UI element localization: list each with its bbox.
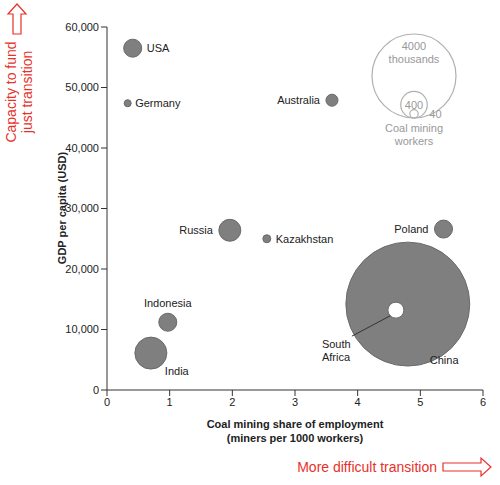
svg-text:Poland: Poland <box>394 223 428 235</box>
svg-text:0: 0 <box>104 396 110 408</box>
svg-text:20,000: 20,000 <box>65 263 99 275</box>
svg-text:China: China <box>430 354 460 366</box>
svg-text:0: 0 <box>93 384 99 396</box>
svg-text:1: 1 <box>167 396 173 408</box>
svg-text:6: 6 <box>480 396 486 408</box>
svg-text:USA: USA <box>147 42 170 54</box>
svg-text:2: 2 <box>229 396 235 408</box>
svg-text:More difficult transition: More difficult transition <box>297 459 437 475</box>
svg-text:Capacity to fund: Capacity to fund <box>8 41 19 142</box>
svg-text:workers: workers <box>394 135 434 147</box>
svg-text:4000: 4000 <box>402 40 426 52</box>
svg-text:10,000: 10,000 <box>65 323 99 335</box>
svg-text:Russia: Russia <box>179 224 214 236</box>
svg-text:India: India <box>165 365 190 377</box>
svg-text:Australia: Australia <box>277 94 321 106</box>
svg-text:(miners per 1000 workers): (miners per 1000 workers) <box>227 432 364 444</box>
svg-text:40: 40 <box>429 108 441 120</box>
svg-text:just transition: just transition <box>19 51 35 134</box>
svg-text:5: 5 <box>417 396 423 408</box>
svg-text:30,000: 30,000 <box>65 202 99 214</box>
svg-text:Coal mining: Coal mining <box>385 122 443 134</box>
svg-text:SouthAfrica: SouthAfrica <box>322 338 351 363</box>
svg-text:Germany: Germany <box>135 97 181 109</box>
svg-text:Kazakhstan: Kazakhstan <box>276 233 333 245</box>
svg-text:Coal mining share of employmen: Coal mining share of employment <box>207 418 384 430</box>
svg-text:Indonesia: Indonesia <box>144 297 193 309</box>
svg-text:3: 3 <box>292 396 298 408</box>
svg-text:GDP per capita (USD): GDP per capita (USD) <box>56 152 68 265</box>
svg-text:400: 400 <box>405 99 423 111</box>
svg-text:4: 4 <box>355 396 361 408</box>
svg-text:60,000: 60,000 <box>65 21 99 33</box>
svg-text:40,000: 40,000 <box>65 142 99 154</box>
svg-text:thousands: thousands <box>389 53 440 65</box>
svg-text:50,000: 50,000 <box>65 81 99 93</box>
